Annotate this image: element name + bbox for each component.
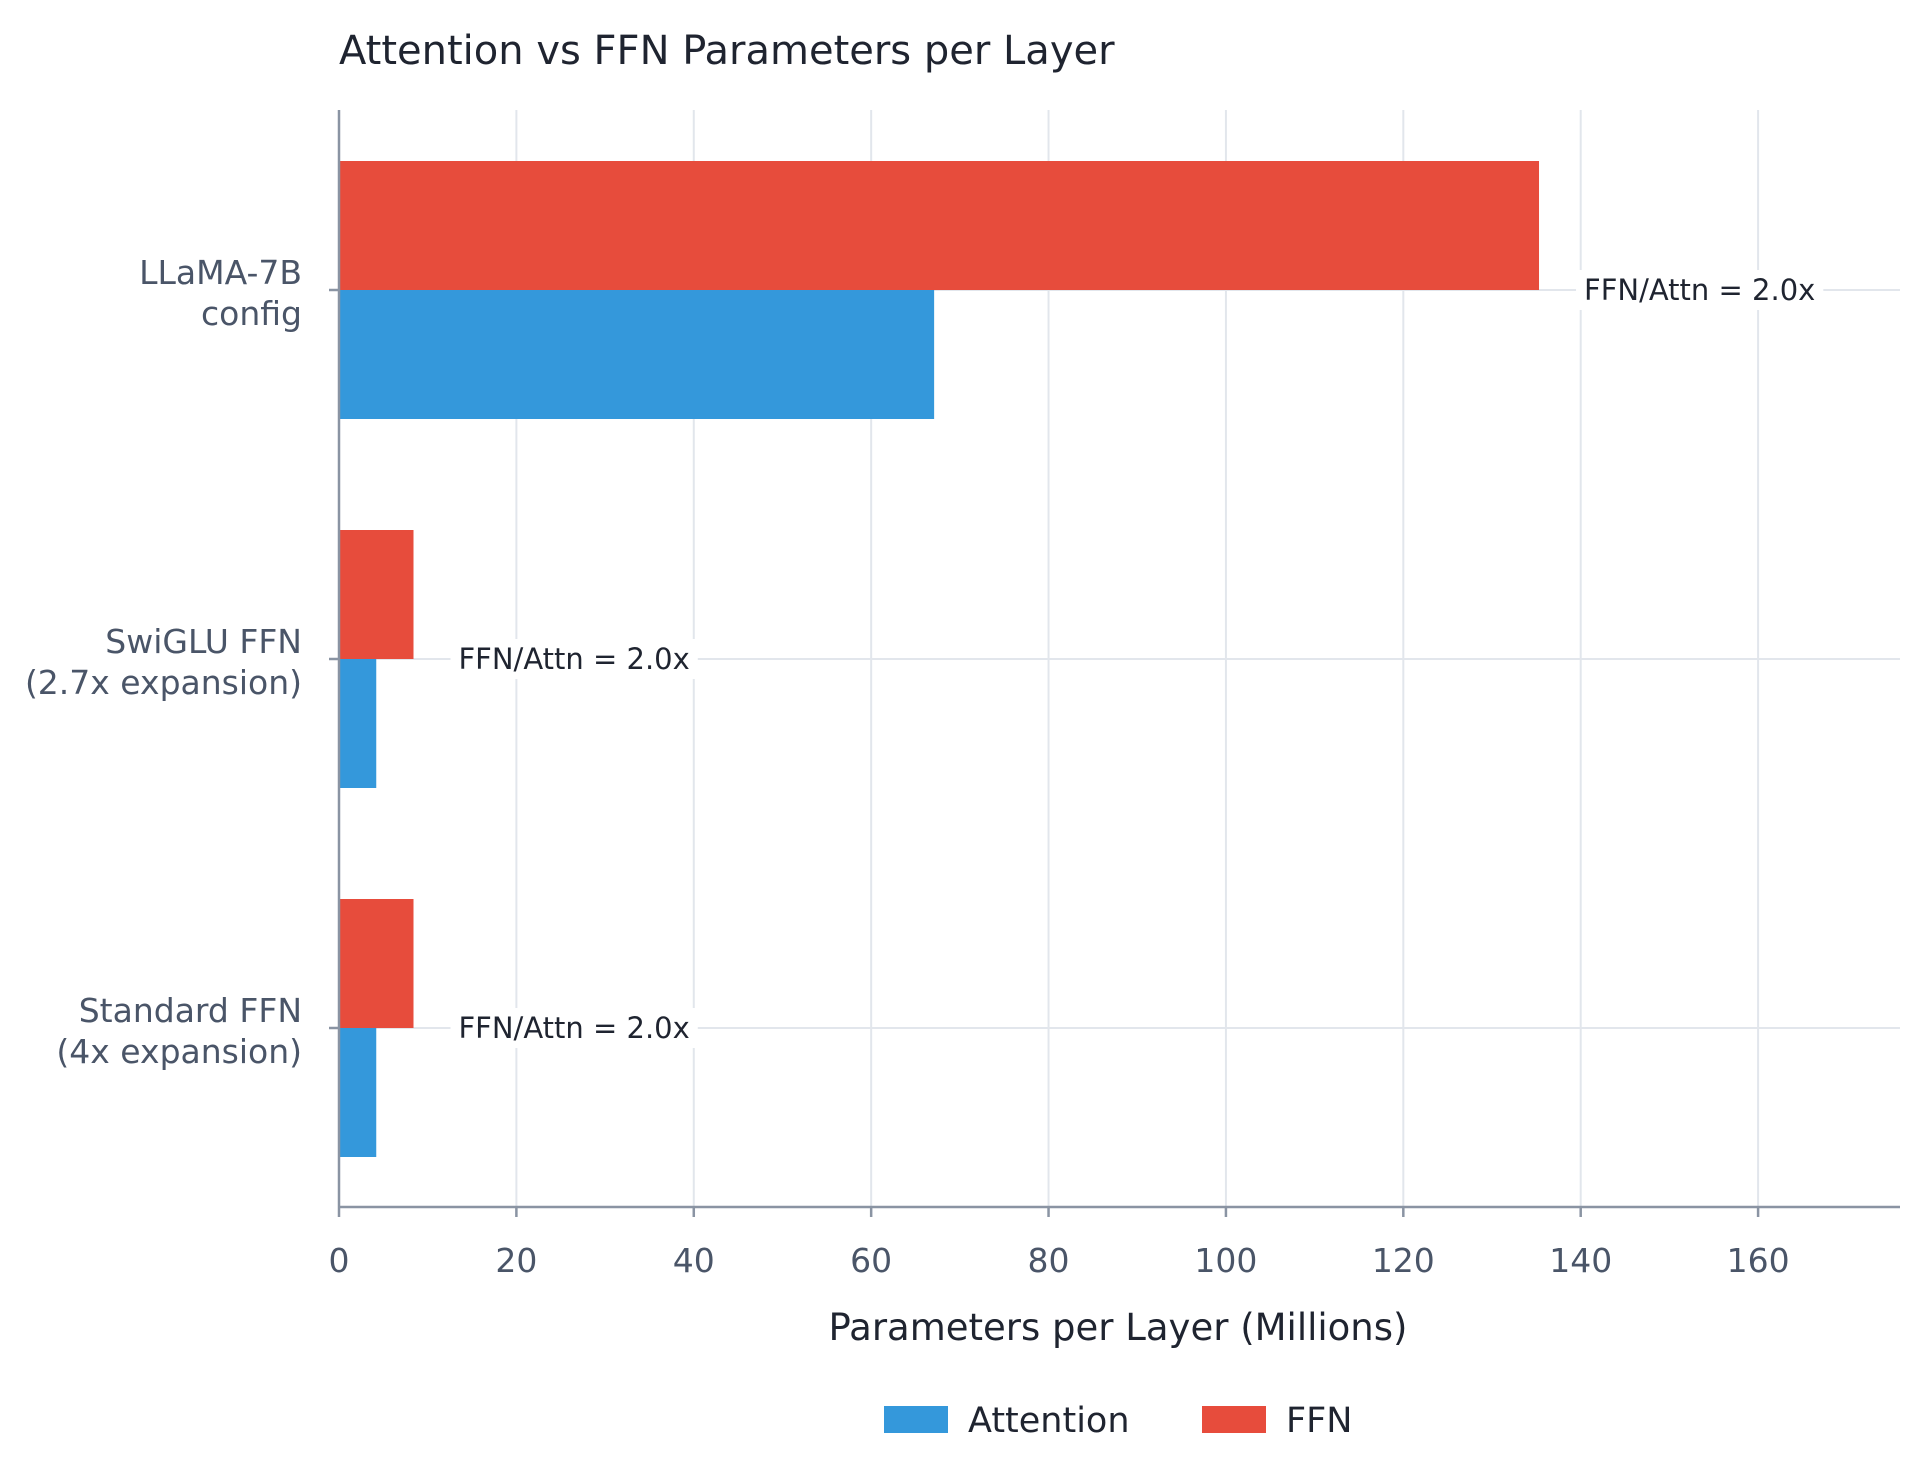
- x-tick-label: 20: [495, 1241, 537, 1280]
- axes: [329, 110, 1900, 1217]
- x-tick-label: 80: [1028, 1241, 1070, 1280]
- legend-label-ffn: FFN: [1286, 1401, 1352, 1441]
- x-tick-label: 0: [329, 1241, 350, 1280]
- bar-ffn: [339, 161, 1540, 290]
- y-tick-labels: LLaMA-7B config SwiGLU FFN (2.7x expansion)…: [25, 253, 302, 1071]
- ratio-annotation: FFN/Attn = 2.0x: [459, 1011, 690, 1045]
- annotations: FFN/Attn = 2.0x FFN/Attn = 2.0x FFN/Attn =…: [450, 270, 1824, 1048]
- legend-swatch-attention: [884, 1406, 948, 1433]
- x-tick-label: 160: [1727, 1241, 1790, 1280]
- y-tick-label: SwiGLU FFN (2.7x expansion): [25, 622, 302, 702]
- x-tick-labels: 0 20 40 60 80 100 120 140 160: [329, 1241, 1790, 1280]
- x-tick-label: 100: [1194, 1241, 1257, 1280]
- bar-attention: [339, 659, 377, 788]
- annotation-background: [450, 1008, 698, 1048]
- chart-title: Attention vs FFN Parameters per Layer: [339, 28, 1115, 74]
- bar-ffn: [339, 899, 414, 1028]
- annotation-background: [450, 639, 698, 679]
- legend-label-attention: Attention: [968, 1401, 1130, 1441]
- x-tick-label: 120: [1372, 1241, 1435, 1280]
- x-tick-label: 60: [850, 1241, 892, 1280]
- legend: Attention FFN: [884, 1401, 1352, 1441]
- bars: [339, 161, 1540, 1157]
- bar-attention: [339, 1028, 377, 1157]
- bar-ffn: [339, 530, 414, 659]
- y-tick-label: LLaMA-7B config: [139, 253, 302, 333]
- ratio-annotation: FFN/Attn = 2.0x: [1584, 273, 1815, 307]
- annotation-background: [1576, 270, 1824, 310]
- x-tick-label: 140: [1549, 1241, 1612, 1280]
- y-tick-label: Standard FFN (4x expansion): [56, 991, 302, 1071]
- ratio-annotation: FFN/Attn = 2.0x: [459, 642, 690, 676]
- x-tick-label: 40: [673, 1241, 715, 1280]
- bar-attention: [339, 290, 935, 419]
- legend-swatch-ffn: [1202, 1406, 1266, 1433]
- x-axis-label: Parameters per Layer (Millions): [829, 1306, 1408, 1349]
